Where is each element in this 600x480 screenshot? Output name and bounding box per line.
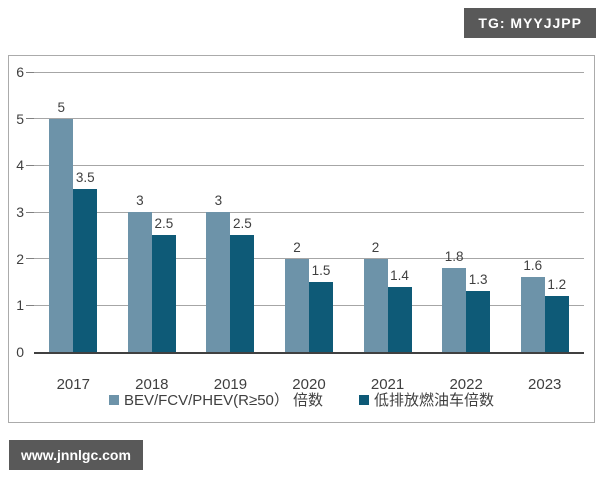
bar: 1.3 bbox=[466, 272, 491, 352]
bar-group: 2 1.5 bbox=[270, 72, 349, 352]
y-axis-tick bbox=[26, 71, 34, 73]
grid-line bbox=[34, 164, 584, 166]
bar-value-label: 2.5 bbox=[154, 216, 174, 232]
grid-line bbox=[34, 258, 584, 260]
y-axis-tick bbox=[26, 211, 34, 213]
legend-swatch bbox=[359, 394, 370, 405]
bar-value-label: 1.3 bbox=[468, 272, 488, 288]
x-axis-tick-label: 2018 bbox=[135, 376, 169, 393]
x-axis-tick-label: 2020 bbox=[292, 376, 326, 393]
chart-container: 0 1 2 3 4 5 6 5 3.5 2017 3 2.5 2018 3 2.5 2019 2 1.5 2020 2… bbox=[8, 55, 595, 423]
watermark-tag-text: TG: MYYJJPP bbox=[478, 15, 582, 31]
grid-line bbox=[34, 71, 584, 73]
y-axis-tick-label: 1 bbox=[16, 297, 24, 314]
x-axis-tick-label: 2023 bbox=[528, 376, 562, 393]
y-axis-tick-label: 4 bbox=[16, 157, 24, 174]
bar-value-label: 1.4 bbox=[390, 267, 409, 283]
y-axis-tick-label: 3 bbox=[16, 204, 24, 220]
y-axis-tick bbox=[26, 258, 34, 260]
y-axis-tick-label: 6 bbox=[16, 64, 24, 80]
bar-group: 3 2.5 bbox=[191, 72, 270, 352]
x-axis-tick-label: 2017 bbox=[56, 376, 90, 393]
bar-value-label: 2 bbox=[371, 239, 380, 255]
watermark-tag-badge: TG: MYYJJPP bbox=[464, 8, 596, 38]
bar-value-label: 3 bbox=[214, 193, 223, 208]
website-badge: www.jnnlgc.com bbox=[9, 440, 143, 470]
legend-label: 低排放燃油车倍数 bbox=[374, 392, 495, 409]
y-axis-tick bbox=[26, 304, 34, 306]
y-axis-tick-label: 5 bbox=[16, 110, 24, 127]
website-badge-text: www.jnnlgc.com bbox=[21, 447, 131, 463]
bar: 2 bbox=[284, 240, 309, 352]
bar: 3 bbox=[206, 193, 231, 352]
bar: 1.8 bbox=[442, 249, 467, 352]
bar: 3 bbox=[127, 193, 152, 352]
bar-value-label: 3.5 bbox=[75, 169, 95, 185]
bar: 3.5 bbox=[73, 170, 98, 352]
bar: 5 bbox=[49, 100, 74, 352]
x-axis-tick-label: 2022 bbox=[449, 376, 483, 393]
bar-value-label: 1.6 bbox=[523, 258, 543, 274]
legend-item: 低排放燃油车倍数 bbox=[359, 389, 494, 410]
bar-group: 3 2.5 bbox=[113, 72, 192, 352]
legend-label: BEV/FCV/PHEV(R≥50） 倍数 bbox=[123, 392, 324, 409]
plot-area: 0 1 2 3 4 5 6 5 3.5 2017 3 2.5 2018 3 2.5 2019 2 1.5 2020 2… bbox=[16, 64, 584, 393]
grid-line bbox=[34, 118, 584, 120]
bar: 2 bbox=[363, 240, 388, 352]
grid-line bbox=[34, 211, 584, 213]
bar-group: 5 3.5 bbox=[34, 72, 113, 352]
bar: 2.5 bbox=[230, 216, 255, 352]
legend: BEV/FCV/PHEV(R≥50） 倍数 低排放燃油车倍数 bbox=[9, 389, 594, 410]
bar-group: 1.6 1.2 bbox=[505, 72, 584, 352]
bar: 2.5 bbox=[151, 216, 176, 352]
bar-value-label: 5 bbox=[57, 99, 66, 115]
bar: 1.2 bbox=[544, 277, 569, 352]
bar: 1.6 bbox=[520, 258, 545, 352]
legend-swatch bbox=[108, 394, 119, 405]
bar-value-label: 3 bbox=[136, 193, 144, 208]
bar-value-label: 2 bbox=[293, 239, 301, 255]
bar-group: 1.8 1.3 bbox=[427, 72, 506, 352]
x-axis-tick-label: 2019 bbox=[213, 376, 248, 393]
bar-group: 2 1.4 bbox=[348, 72, 427, 352]
bar-value-label: 1.2 bbox=[547, 277, 567, 292]
legend-item: BEV/FCV/PHEV(R≥50） 倍数 bbox=[108, 389, 324, 410]
bar-value-label: 2.5 bbox=[233, 216, 252, 232]
bar: 1.4 bbox=[387, 268, 412, 352]
y-axis-tick bbox=[26, 164, 34, 166]
bar-value-label: 1.5 bbox=[311, 263, 331, 278]
bar: 1.5 bbox=[308, 263, 333, 352]
x-axis-tick-label: 2021 bbox=[370, 376, 405, 393]
y-axis-tick-label: 2 bbox=[16, 250, 24, 267]
y-axis-tick-label: 0 bbox=[16, 344, 24, 360]
y-axis-tick bbox=[26, 118, 34, 120]
bar-value-label: 1.8 bbox=[444, 249, 464, 264]
